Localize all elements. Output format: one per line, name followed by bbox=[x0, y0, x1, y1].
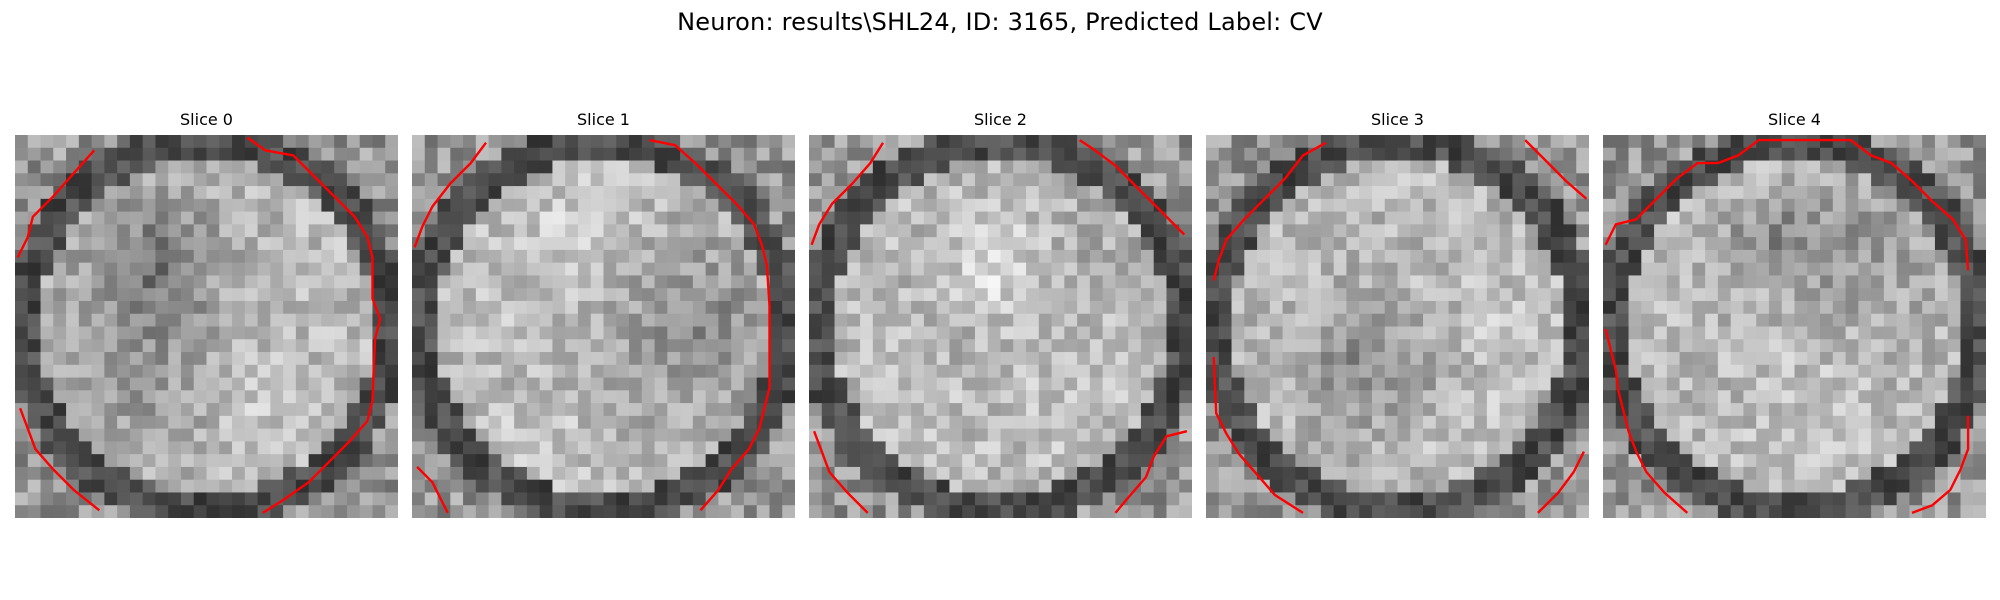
contour-segment bbox=[413, 141, 487, 248]
contour-segment bbox=[1524, 139, 1588, 200]
contour-segment bbox=[246, 136, 382, 514]
slice-image-2 bbox=[809, 135, 1192, 518]
slice-panel-4: Slice 4 bbox=[1603, 108, 1986, 518]
slice-pixel-grid bbox=[1206, 135, 1589, 518]
slice-title-1: Slice 1 bbox=[577, 110, 630, 129]
contour-segment bbox=[1604, 138, 1970, 271]
contour-segment bbox=[810, 142, 885, 246]
slice-title-2: Slice 2 bbox=[974, 110, 1027, 129]
slice-pixel-grid bbox=[1603, 135, 1986, 518]
slice-title-3: Slice 3 bbox=[1371, 110, 1424, 129]
contour-segment bbox=[16, 149, 96, 259]
contour-segment bbox=[1911, 415, 1970, 515]
slice-image-1 bbox=[412, 135, 795, 518]
figure-title: Neuron: results\SHL24, ID: 3165, Predict… bbox=[677, 8, 1323, 36]
contour-segment bbox=[1212, 141, 1327, 281]
contour-segment bbox=[649, 138, 771, 512]
slice-pixel-grid bbox=[412, 135, 795, 518]
slice-image-4 bbox=[1603, 135, 1986, 518]
contour-segment bbox=[1114, 430, 1188, 514]
slice-title-4: Slice 4 bbox=[1768, 110, 1821, 129]
contour-segment bbox=[18, 407, 101, 512]
slice-image-0 bbox=[15, 135, 398, 518]
contour-segment bbox=[416, 466, 449, 514]
contour-segment bbox=[812, 430, 869, 514]
contour-segment bbox=[1537, 451, 1585, 514]
slice-panel-3: Slice 3 bbox=[1206, 108, 1589, 518]
slice-panel-1: Slice 1 bbox=[412, 108, 795, 518]
slice-panel-2: Slice 2 bbox=[809, 108, 1192, 518]
slice-pixel-grid bbox=[15, 135, 398, 518]
contour-segment bbox=[1079, 139, 1186, 236]
slice-title-0: Slice 0 bbox=[180, 110, 233, 129]
contour-segment bbox=[1212, 357, 1304, 514]
slice-pixel-grid bbox=[809, 135, 1192, 518]
slice-panel-0: Slice 0 bbox=[15, 108, 398, 518]
contour-segment bbox=[1604, 328, 1689, 514]
slice-image-3 bbox=[1206, 135, 1589, 518]
